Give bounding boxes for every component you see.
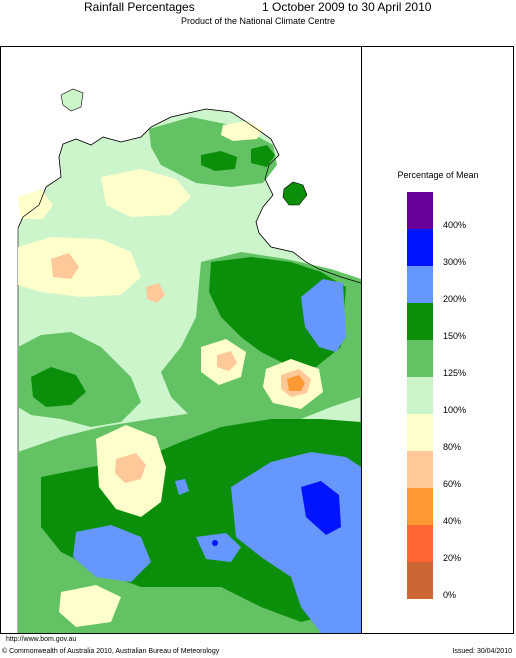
legend-swatch-100 bbox=[407, 377, 433, 414]
footer-copyright: © Commonwealth of Australia 2010, Austra… bbox=[2, 648, 220, 655]
map-period: 1 October 2009 to 30 April 2010 bbox=[262, 0, 432, 14]
map-title: Rainfall Percentages bbox=[84, 0, 195, 14]
legend-label-0: 0% bbox=[443, 590, 457, 600]
legend-swatch-40 bbox=[407, 488, 433, 525]
band-200-south bbox=[73, 525, 151, 582]
legend-label-80: 80% bbox=[443, 442, 462, 452]
coastline bbox=[17, 108, 361, 284]
legend-swatch-20 bbox=[407, 525, 433, 562]
legend-label-400: 400% bbox=[443, 220, 467, 230]
legend-title: Percentage of Mean bbox=[397, 170, 479, 180]
legend-swatch-200 bbox=[407, 266, 433, 303]
footer-issued: Issued: 30/04/2010 bbox=[452, 648, 512, 655]
map-subtitle: Product of the National Climate Centre bbox=[180, 16, 336, 26]
band-40-east bbox=[287, 375, 305, 391]
band-80-north bbox=[101, 169, 191, 217]
legend-swatch-125 bbox=[407, 340, 433, 377]
band-80-nw bbox=[18, 237, 141, 297]
rainfall-map-svg bbox=[17, 88, 361, 633]
band-60-nw bbox=[51, 253, 79, 279]
legend-swatch-80 bbox=[407, 414, 433, 451]
frame-divider bbox=[361, 46, 362, 634]
band-60-north bbox=[146, 283, 165, 303]
band-150-north2 bbox=[251, 145, 275, 167]
band-80-sw bbox=[59, 585, 121, 627]
legend-swatch-60 bbox=[407, 451, 433, 488]
legend-label-100: 100% bbox=[443, 405, 467, 415]
island-east bbox=[282, 181, 308, 206]
band-150-west bbox=[31, 367, 86, 407]
legend-label-150: 150% bbox=[443, 331, 467, 341]
band-150-center bbox=[209, 257, 346, 367]
legend-label-200: 200% bbox=[443, 294, 467, 304]
band-200-south2 bbox=[196, 533, 241, 562]
rainfall-map bbox=[1, 47, 361, 633]
legend-label-300: 300% bbox=[443, 257, 467, 267]
band-60-south bbox=[115, 453, 146, 483]
legend-swatch-0 bbox=[407, 562, 433, 599]
band-200-small bbox=[175, 479, 189, 495]
legend-label-125: 125% bbox=[443, 368, 467, 378]
band-300-dot bbox=[212, 540, 218, 546]
footer-url[interactable]: http://www.bom.gov.au bbox=[6, 636, 77, 643]
legend-swatch-400 bbox=[407, 192, 433, 229]
legend-swatch-150 bbox=[407, 303, 433, 340]
band-80-west-coast bbox=[18, 189, 53, 219]
legend-label-60: 60% bbox=[443, 479, 462, 489]
band-150-north bbox=[201, 151, 237, 171]
legend-label-20: 20% bbox=[443, 553, 462, 563]
legend-swatch-300 bbox=[407, 229, 433, 266]
legend-label-40: 40% bbox=[443, 516, 462, 526]
map-frame bbox=[0, 46, 514, 634]
band-200-east bbox=[301, 279, 346, 352]
band-300-se bbox=[301, 481, 341, 535]
band-60-center bbox=[217, 351, 237, 371]
island-north bbox=[60, 88, 84, 112]
